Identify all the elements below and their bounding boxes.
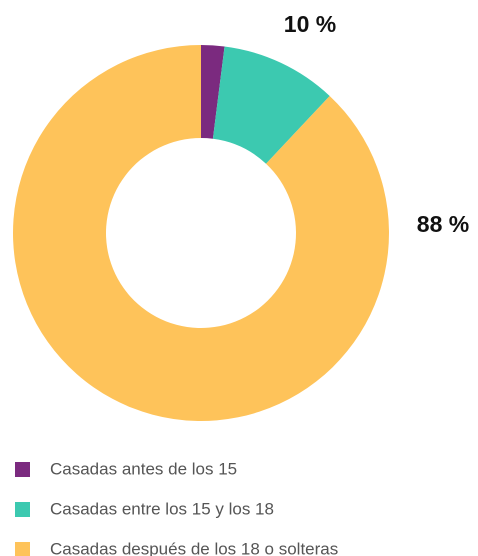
legend-label: Casadas después de los 18 o solteras (50, 539, 338, 556)
value-label: 88 % (417, 211, 469, 237)
legend-swatch (15, 502, 30, 517)
slice (13, 45, 390, 421)
slice (212, 46, 330, 164)
legend-swatch (15, 542, 30, 556)
slice (201, 45, 225, 139)
legend-label: Casadas entre los 15 y los 18 (50, 499, 274, 518)
legend-swatch (15, 462, 30, 477)
legend-label: Casadas antes de los 15 (50, 459, 237, 478)
value-label: 10 % (284, 11, 336, 37)
